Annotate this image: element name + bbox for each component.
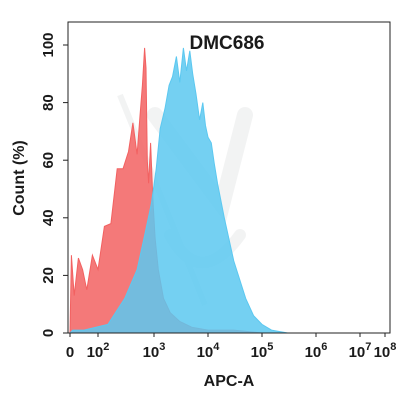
y-tick-label: 20 [40,267,57,284]
x-tick-label: 105 [251,341,274,361]
y-tick-label: 60 [40,152,57,169]
plot-frame [67,21,391,334]
chart-title: DMC686 [190,33,265,54]
x-tick-label: 106 [305,341,328,361]
y-tick-label: 0 [40,329,57,337]
x-axis-label: APC-A [204,373,255,390]
y-axis-label: Count (%) [11,140,28,216]
x-tick-label: 107 [349,341,372,361]
y-tick-label: 40 [40,209,57,226]
series-layer [68,47,288,334]
y-axis-ticks: 0 20 40 60 80 100 [40,32,68,337]
x-tick-label: 103 [143,341,166,361]
histogram-area-2 [68,47,288,334]
x-tick-label: 0 [66,344,74,361]
x-tick-label: 104 [197,341,221,361]
x-tick-label: 102 [87,341,110,361]
y-tick-label: 80 [40,94,57,111]
x-tick-label: 108 [374,341,397,361]
x-axis-ticks: 0 102 103 104 105 106 107 108 [66,333,397,361]
y-tick-label: 100 [40,32,57,57]
